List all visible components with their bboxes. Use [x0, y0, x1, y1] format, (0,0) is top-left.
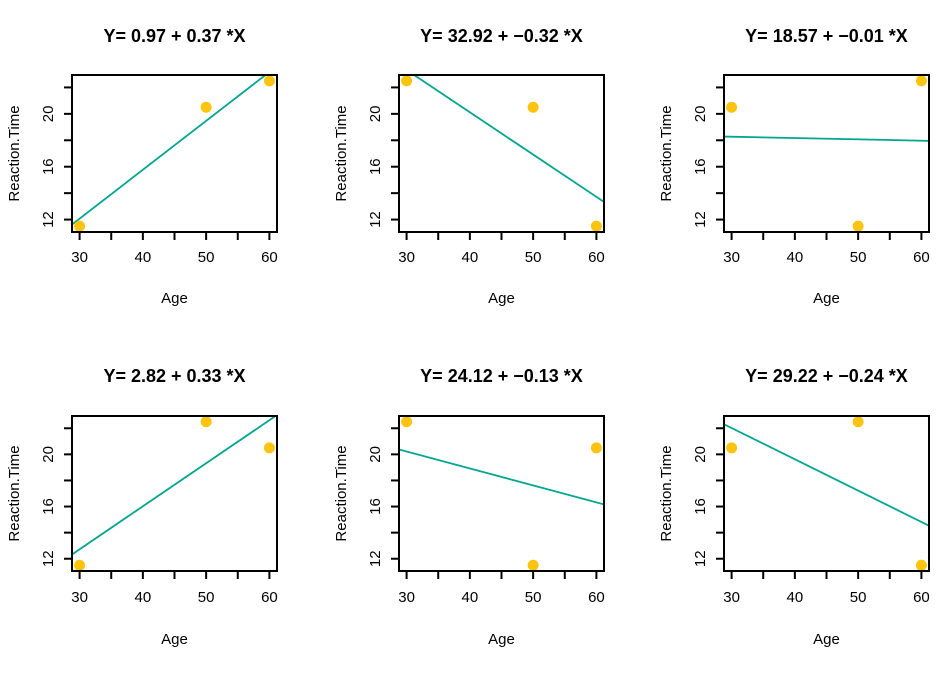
x-axis-label: Age — [488, 631, 515, 648]
y-tick-label: 16 — [367, 158, 384, 175]
y-axis-label: Reaction.Time — [658, 105, 675, 201]
plot-box — [723, 415, 930, 572]
x-axis-label: Age — [488, 290, 515, 307]
x-tick-label: 50 — [525, 589, 542, 606]
x-tick-label: 30 — [71, 589, 88, 606]
y-axis-label: Reaction.Time — [333, 105, 350, 201]
panel-3: 30 40 50 60 12 16 20 Y= 18.57 + −0.01 *X Age Reac… — [658, 26, 930, 307]
panel-title: Y= 32.92 + −0.32 *X — [420, 26, 583, 46]
x-tick-label: 60 — [261, 589, 278, 606]
panel-4: 30 40 50 60 12 16 20 Y= 2.82 + 0.33 *X Age Reacti… — [6, 366, 278, 648]
y-tick-label: 16 — [692, 498, 709, 515]
panel-1: 30 40 50 60 12 16 20 Y= 0.97 + 0.37 *X Age Reacti… — [6, 26, 278, 307]
x-tick-label: 30 — [723, 249, 740, 266]
y-tick-label: 16 — [367, 498, 384, 515]
y-tick-label: 20 — [40, 106, 57, 123]
y-tick-label: 12 — [367, 211, 384, 228]
y-tick-label: 20 — [692, 106, 709, 123]
data-point — [74, 559, 86, 571]
panel-title: Y= 0.97 + 0.37 *X — [103, 26, 245, 46]
regression-line — [399, 448, 604, 506]
y-tick-label: 20 — [367, 446, 384, 463]
y-axis-label: Reaction.Time — [6, 105, 23, 201]
x-axis-label: Age — [161, 631, 188, 648]
data-point — [590, 442, 602, 454]
plot-box — [71, 415, 278, 572]
x-axis-label: Age — [813, 290, 840, 307]
regression-line — [72, 75, 267, 226]
data-point — [590, 220, 602, 232]
data-point — [527, 559, 539, 571]
data-point — [263, 442, 275, 454]
x-tick-label: 30 — [71, 249, 88, 266]
plot-box — [398, 74, 605, 233]
regression-line — [724, 135, 929, 142]
y-tick-label: 16 — [692, 158, 709, 175]
x-tick-label: 60 — [913, 589, 930, 606]
x-axis-label: Age — [813, 631, 840, 648]
y-tick-label: 12 — [367, 550, 384, 567]
data-point — [852, 416, 864, 428]
x-tick-label: 30 — [723, 589, 740, 606]
x-tick-label: 60 — [913, 249, 930, 266]
x-tick-label: 50 — [198, 589, 215, 606]
data-point — [200, 416, 212, 428]
data-point — [915, 75, 927, 87]
panel-title: Y= 18.57 + −0.01 *X — [745, 26, 908, 46]
data-point — [527, 101, 539, 113]
x-axis-label: Age — [161, 290, 188, 307]
data-point — [401, 75, 413, 87]
y-tick-label: 12 — [692, 550, 709, 567]
panel-2: 30 40 50 60 12 16 20 Y= 32.92 + −0.32 *X Age Reac… — [333, 26, 605, 307]
x-tick-label: 40 — [462, 589, 479, 606]
x-tick-label: 40 — [787, 589, 804, 606]
panel-title: Y= 24.12 + −0.13 *X — [420, 366, 583, 386]
y-tick-label: 12 — [40, 550, 57, 567]
y-tick-label: 20 — [40, 446, 57, 463]
plot-box — [398, 415, 605, 572]
regression-line — [72, 416, 277, 556]
data-point — [915, 559, 927, 571]
y-tick-label: 16 — [40, 158, 57, 175]
x-tick-label: 30 — [398, 249, 415, 266]
y-tick-label: 20 — [692, 446, 709, 463]
x-tick-label: 40 — [787, 249, 804, 266]
panel-title: Y= 2.82 + 0.33 *X — [103, 366, 245, 386]
x-tick-label: 40 — [135, 589, 152, 606]
plot-box — [723, 74, 930, 233]
data-point — [401, 416, 413, 428]
y-tick-label: 12 — [692, 211, 709, 228]
data-point — [74, 220, 86, 232]
data-point — [726, 101, 738, 113]
data-point — [852, 220, 864, 232]
x-tick-label: 60 — [588, 249, 605, 266]
x-tick-label: 60 — [588, 589, 605, 606]
regression-line — [724, 423, 929, 527]
x-tick-label: 30 — [398, 589, 415, 606]
panel-title: Y= 29.22 + −0.24 *X — [745, 366, 908, 386]
panel-5: 30 40 50 60 12 16 20 Y= 24.12 + −0.13 *X Age Reac… — [333, 366, 605, 648]
data-point — [726, 442, 738, 454]
x-tick-label: 50 — [850, 589, 867, 606]
y-tick-label: 12 — [40, 211, 57, 228]
y-tick-label: 20 — [367, 106, 384, 123]
x-tick-label: 40 — [462, 249, 479, 266]
y-tick-label: 16 — [40, 498, 57, 515]
y-axis-label: Reaction.Time — [658, 445, 675, 541]
panel-6: 30 40 50 60 12 16 20 Y= 29.22 + −0.24 *X Age Reac… — [658, 366, 930, 648]
data-point — [263, 75, 275, 87]
x-tick-label: 50 — [525, 249, 542, 266]
regression-line — [412, 75, 604, 203]
data-point — [200, 101, 212, 113]
x-tick-label: 40 — [135, 249, 152, 266]
x-tick-label: 60 — [261, 249, 278, 266]
plot-box — [71, 74, 278, 233]
x-tick-label: 50 — [198, 249, 215, 266]
y-axis-label: Reaction.Time — [333, 445, 350, 541]
x-tick-label: 50 — [850, 249, 867, 266]
y-axis-label: Reaction.Time — [6, 445, 23, 541]
